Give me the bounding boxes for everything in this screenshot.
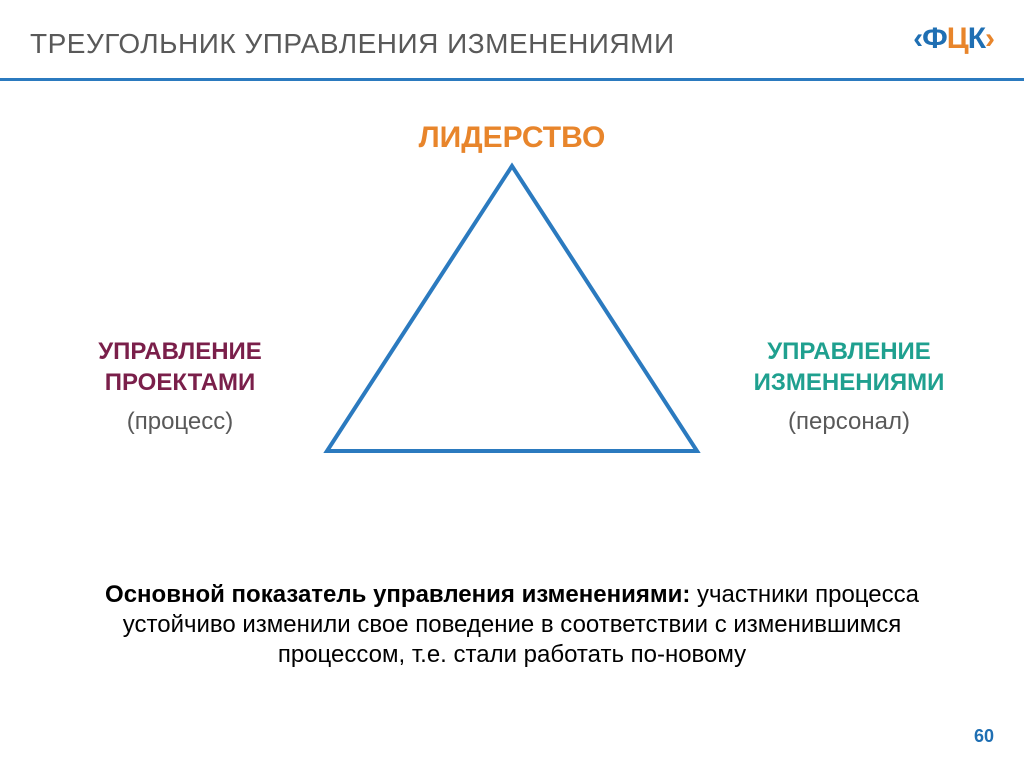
vertex-right-label: УПРАВЛЕНИЕ ИЗМЕНЕНИЯМИ (персонал)	[729, 336, 969, 438]
vertex-right-line1: УПРАВЛЕНИЕ	[729, 336, 969, 367]
logo: ‹ФЦК›	[913, 22, 994, 56]
logo-bracket-open-icon: ‹	[913, 22, 922, 55]
vertex-left-sub: (процесс)	[65, 406, 295, 437]
triangle-icon	[322, 161, 702, 461]
triangle-diagram: ЛИДЕРСТВО УПРАВЛЕНИЕ ПРОЕКТАМИ (процесс)…	[0, 121, 1024, 551]
slide-title: ТРЕУГОЛЬНИК УПРАВЛЕНИЯ ИЗМЕНЕНИЯМИ	[30, 28, 994, 60]
bottom-description: Основной показатель управления изменения…	[62, 580, 962, 670]
logo-letter-k: К	[968, 22, 985, 55]
logo-letter-f: Ф	[922, 22, 947, 55]
logo-bracket-close-icon: ›	[985, 22, 994, 55]
page-number: 60	[974, 726, 994, 747]
vertex-top-label: ЛИДЕРСТВО	[419, 121, 606, 155]
logo-letter-c: Ц	[947, 22, 968, 55]
vertex-left-label: УПРАВЛЕНИЕ ПРОЕКТАМИ (процесс)	[65, 336, 295, 438]
vertex-left-line2: ПРОЕКТАМИ	[65, 367, 295, 398]
vertex-right-line2: ИЗМЕНЕНИЯМИ	[729, 367, 969, 398]
header: ТРЕУГОЛЬНИК УПРАВЛЕНИЯ ИЗМЕНЕНИЯМИ ‹ФЦК›	[0, 0, 1024, 68]
bottom-bold: Основной показатель управления изменения…	[105, 581, 690, 608]
vertex-right-sub: (персонал)	[729, 406, 969, 437]
vertex-left-line1: УПРАВЛЕНИЕ	[65, 336, 295, 367]
header-divider	[0, 78, 1024, 81]
